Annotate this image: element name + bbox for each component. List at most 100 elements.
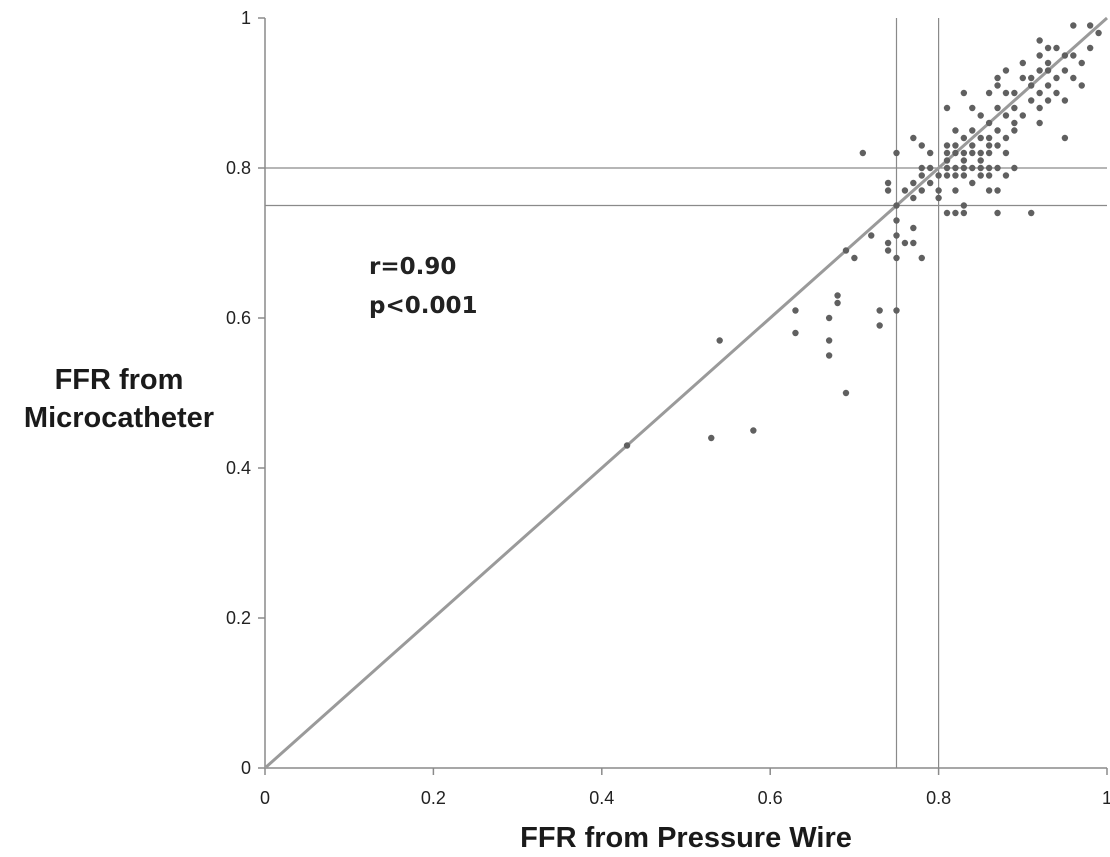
data-point xyxy=(893,307,899,313)
data-point xyxy=(708,435,714,441)
data-point xyxy=(986,142,992,148)
data-point xyxy=(994,105,1000,111)
data-point xyxy=(969,180,975,186)
data-point xyxy=(961,165,967,171)
data-point xyxy=(826,352,832,358)
data-point xyxy=(927,150,933,156)
y-axis-label-line-1: FFR from xyxy=(0,361,238,399)
data-point xyxy=(1070,75,1076,81)
data-point xyxy=(1087,22,1093,28)
data-point xyxy=(944,157,950,163)
data-point xyxy=(1003,172,1009,178)
data-point xyxy=(994,187,1000,193)
x-axis-label: FFR from Pressure Wire xyxy=(265,822,1107,855)
data-point xyxy=(1087,45,1093,51)
data-point xyxy=(910,135,916,141)
data-point xyxy=(834,292,840,298)
data-point xyxy=(868,232,874,238)
data-point xyxy=(750,427,756,433)
data-point xyxy=(885,240,891,246)
data-point xyxy=(1028,97,1034,103)
data-point xyxy=(978,157,984,163)
data-point xyxy=(1045,45,1051,51)
data-point xyxy=(944,142,950,148)
x-tick-label: 0 xyxy=(260,788,270,808)
data-point xyxy=(1020,75,1026,81)
data-point xyxy=(624,442,630,448)
data-point xyxy=(969,150,975,156)
data-point xyxy=(792,330,798,336)
data-point xyxy=(944,150,950,156)
annotations: r=0.90p<0.001 xyxy=(369,254,478,319)
data-point xyxy=(902,187,908,193)
data-point xyxy=(1045,97,1051,103)
data-point xyxy=(1079,82,1085,88)
data-point xyxy=(952,172,958,178)
data-point xyxy=(1070,52,1076,58)
data-point xyxy=(952,187,958,193)
data-point xyxy=(969,105,975,111)
data-point xyxy=(834,300,840,306)
data-point xyxy=(952,150,958,156)
data-point xyxy=(910,225,916,231)
data-point xyxy=(1045,60,1051,66)
data-point xyxy=(986,150,992,156)
data-point xyxy=(1036,52,1042,58)
y-axis-label-line-2: Microcatheter xyxy=(0,399,238,437)
data-point xyxy=(1079,60,1085,66)
data-point xyxy=(1020,112,1026,118)
data-point xyxy=(1028,75,1034,81)
data-point xyxy=(1003,90,1009,96)
data-point xyxy=(1003,150,1009,156)
data-point xyxy=(826,315,832,321)
data-point xyxy=(994,127,1000,133)
data-point xyxy=(961,210,967,216)
data-point xyxy=(986,187,992,193)
data-point xyxy=(885,187,891,193)
x-tick-label: 0.6 xyxy=(758,788,783,808)
data-point xyxy=(1053,75,1059,81)
data-point xyxy=(843,390,849,396)
data-point xyxy=(1062,135,1068,141)
data-point xyxy=(919,187,925,193)
data-point xyxy=(860,150,866,156)
data-point xyxy=(1036,90,1042,96)
data-point xyxy=(978,112,984,118)
data-point xyxy=(893,255,899,261)
data-point xyxy=(952,210,958,216)
data-point xyxy=(935,187,941,193)
data-point xyxy=(1062,97,1068,103)
data-point xyxy=(1053,45,1059,51)
data-point xyxy=(1045,82,1051,88)
data-point xyxy=(969,142,975,148)
identity-line xyxy=(265,18,1107,768)
data-point xyxy=(944,210,950,216)
data-point xyxy=(893,217,899,223)
data-point xyxy=(1028,82,1034,88)
y-axis-label: FFR from Microcatheter xyxy=(0,361,238,437)
data-point xyxy=(919,142,925,148)
data-point xyxy=(944,105,950,111)
y-tick-label: 0.4 xyxy=(226,458,251,478)
data-point xyxy=(994,82,1000,88)
x-tick-label: 0.2 xyxy=(421,788,446,808)
data-point xyxy=(986,165,992,171)
data-point xyxy=(952,127,958,133)
data-point xyxy=(935,172,941,178)
data-point xyxy=(826,337,832,343)
data-point xyxy=(944,165,950,171)
data-point xyxy=(876,322,882,328)
data-point xyxy=(910,180,916,186)
data-point xyxy=(961,172,967,178)
data-point xyxy=(978,135,984,141)
data-point xyxy=(792,307,798,313)
data-point xyxy=(994,210,1000,216)
data-point xyxy=(986,172,992,178)
data-point xyxy=(893,232,899,238)
data-point xyxy=(969,165,975,171)
x-tick-label: 1 xyxy=(1102,788,1110,808)
data-point xyxy=(910,240,916,246)
data-point xyxy=(935,195,941,201)
data-point xyxy=(961,90,967,96)
data-point xyxy=(961,157,967,163)
